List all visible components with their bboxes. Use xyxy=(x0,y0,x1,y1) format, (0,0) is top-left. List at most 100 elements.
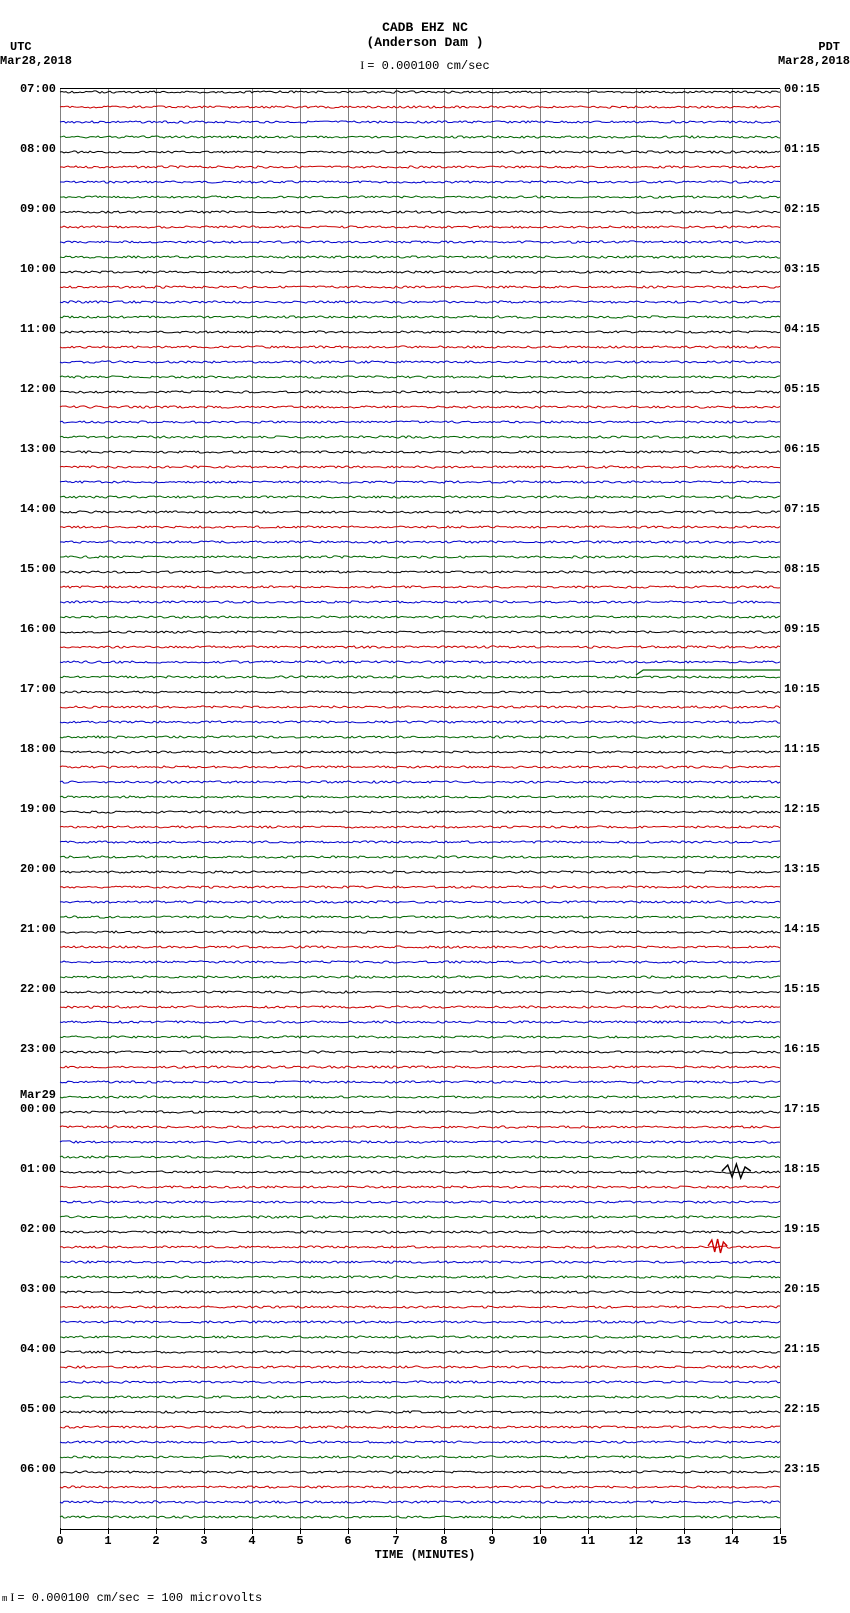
seismic-trace xyxy=(60,370,780,384)
seismic-trace xyxy=(60,640,780,654)
x-tick xyxy=(252,1528,253,1534)
utc-hour-label: 08:00 xyxy=(20,142,56,156)
pdt-hour-label: 04:15 xyxy=(784,322,820,336)
seismic-trace xyxy=(60,1390,780,1404)
seismic-trace xyxy=(60,295,780,309)
seismic-trace xyxy=(60,1165,780,1179)
pdt-hour-label: 07:15 xyxy=(784,502,820,516)
pdt-hour-label: 23:15 xyxy=(784,1462,820,1476)
x-tick xyxy=(396,1528,397,1534)
seismic-trace xyxy=(60,1090,780,1104)
pdt-hour-label: 10:15 xyxy=(784,682,820,696)
date-right-label: Mar28,2018 xyxy=(778,54,850,68)
x-tick-label: 11 xyxy=(581,1534,595,1548)
seismic-trace xyxy=(60,310,780,324)
seismic-trace xyxy=(60,565,780,579)
seismic-trace xyxy=(60,355,780,369)
x-tick-label: 10 xyxy=(533,1534,547,1548)
x-tick xyxy=(540,1528,541,1534)
pdt-hour-label: 18:15 xyxy=(784,1162,820,1176)
seismic-trace xyxy=(60,595,780,609)
seismic-trace xyxy=(60,1225,780,1239)
seismic-trace xyxy=(60,475,780,489)
x-axis-title: TIME (MINUTES) xyxy=(375,1548,476,1562)
x-tick-label: 14 xyxy=(725,1534,739,1548)
seismic-trace xyxy=(60,550,780,564)
seismic-trace xyxy=(60,400,780,414)
seismic-trace xyxy=(60,100,780,114)
seismic-trace xyxy=(60,805,780,819)
station-name: (Anderson Dam ) xyxy=(0,35,850,50)
pdt-hour-label: 01:15 xyxy=(784,142,820,156)
seismic-trace xyxy=(60,715,780,729)
x-tick-label: 5 xyxy=(296,1534,303,1548)
seismic-event-spike xyxy=(708,1238,727,1258)
x-tick-label: 6 xyxy=(344,1534,351,1548)
utc-hour-label: 22:00 xyxy=(20,982,56,996)
seismic-trace xyxy=(60,625,780,639)
x-tick xyxy=(732,1528,733,1534)
utc-hour-label: 01:00 xyxy=(20,1162,56,1176)
utc-hour-label: 09:00 xyxy=(20,202,56,216)
tz-right-label: PDT xyxy=(818,40,840,54)
seismic-trace xyxy=(60,1195,780,1209)
seismic-trace xyxy=(60,175,780,189)
seismic-step xyxy=(636,668,780,686)
seismic-trace xyxy=(60,925,780,939)
utc-hour-label: 21:00 xyxy=(20,922,56,936)
seismogram-plot xyxy=(60,88,780,1530)
seismic-trace xyxy=(60,1015,780,1029)
seismic-trace xyxy=(60,460,780,474)
seismic-trace xyxy=(60,1465,780,1479)
seismic-trace xyxy=(60,520,780,534)
utc-hour-label: 06:00 xyxy=(20,1462,56,1476)
seismic-trace xyxy=(60,85,780,99)
gridline xyxy=(780,89,781,1529)
seismic-trace xyxy=(60,760,780,774)
pdt-hour-label: 22:15 xyxy=(784,1402,820,1416)
seismic-trace xyxy=(60,1405,780,1419)
seismic-trace xyxy=(60,130,780,144)
pdt-hour-label: 21:15 xyxy=(784,1342,820,1356)
pdt-hour-label: 09:15 xyxy=(784,622,820,636)
utc-hour-label: 19:00 xyxy=(20,802,56,816)
seismic-trace xyxy=(60,985,780,999)
x-tick xyxy=(108,1528,109,1534)
seismic-trace xyxy=(60,1180,780,1194)
seismic-trace xyxy=(60,1495,780,1509)
seismic-trace xyxy=(60,970,780,984)
seismic-trace xyxy=(60,835,780,849)
seismic-trace xyxy=(60,1450,780,1464)
x-tick-label: 2 xyxy=(152,1534,159,1548)
x-tick-label: 8 xyxy=(440,1534,447,1548)
footer-scale: m I = 0.000100 cm/sec = 100 microvolts xyxy=(2,1590,262,1605)
utc-hour-label: 23:00 xyxy=(20,1042,56,1056)
utc-hour-label: 13:00 xyxy=(20,442,56,456)
tz-left-label: UTC xyxy=(10,40,32,54)
seismic-event-spike xyxy=(722,1163,751,1183)
seismic-trace xyxy=(60,340,780,354)
pdt-hour-label: 15:15 xyxy=(784,982,820,996)
utc-hour-label: 03:00 xyxy=(20,1282,56,1296)
seismic-trace xyxy=(60,190,780,204)
pdt-hour-label: 05:15 xyxy=(784,382,820,396)
seismic-trace xyxy=(60,910,780,924)
x-tick-label: 4 xyxy=(248,1534,255,1548)
seismic-trace xyxy=(60,1420,780,1434)
seismic-trace xyxy=(60,250,780,264)
pdt-hour-label: 14:15 xyxy=(784,922,820,936)
x-tick-label: 7 xyxy=(392,1534,399,1548)
x-tick xyxy=(636,1528,637,1534)
scale-note: I = 0.000100 cm/sec xyxy=(0,58,850,73)
utc-hour-label: 02:00 xyxy=(20,1222,56,1236)
utc-hour-label: 15:00 xyxy=(20,562,56,576)
seismic-trace xyxy=(60,1375,780,1389)
seismic-trace xyxy=(60,1120,780,1134)
x-tick xyxy=(348,1528,349,1534)
x-tick xyxy=(588,1528,589,1534)
seismic-trace xyxy=(60,955,780,969)
seismic-trace xyxy=(60,1345,780,1359)
utc-hour-label: 11:00 xyxy=(20,322,56,336)
seismic-trace xyxy=(60,445,780,459)
seismic-trace xyxy=(60,1030,780,1044)
